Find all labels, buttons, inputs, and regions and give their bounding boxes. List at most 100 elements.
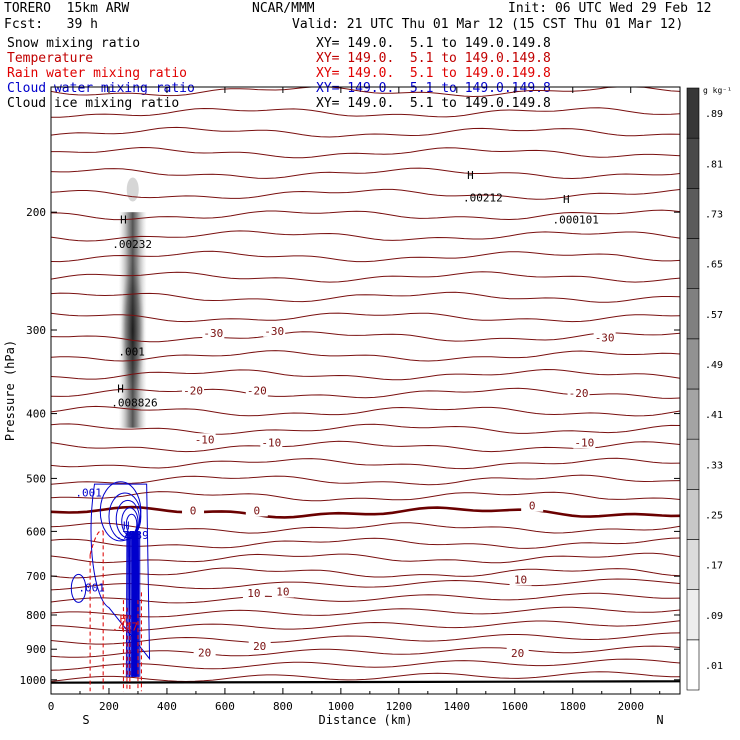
rain-contours	[89, 530, 142, 692]
extremum-label: H	[117, 383, 124, 396]
colorbar-segment	[686, 338, 700, 390]
label-backdrop	[506, 646, 529, 659]
y-tick-label: 400	[26, 408, 46, 421]
cloud-water-contour	[134, 531, 137, 677]
temperature-label: -30	[595, 332, 615, 345]
temperature-label: 10	[514, 574, 527, 587]
isotherm-contour	[50, 331, 681, 343]
isotherm-contour	[50, 188, 681, 200]
isotherm-contour	[50, 250, 681, 263]
label-backdrop	[593, 331, 616, 344]
label-backdrop	[193, 433, 216, 446]
legend-label: Cloud ice mixing ratio	[7, 96, 180, 111]
label-backdrop	[245, 504, 268, 517]
extremum-label: H	[467, 169, 474, 182]
colorbar-segment	[686, 539, 700, 590]
center-title: NCAR/MMM	[252, 1, 315, 16]
extremum-label: .001	[78, 582, 105, 595]
plot-axes: 0 200 400 600 800 1000 1200 1400 1600 1800 2000200…	[3, 86, 681, 727]
temperature-label: 20	[511, 647, 524, 660]
colorbar-tick-label: .81	[705, 159, 723, 170]
temperature-label: -30	[264, 325, 284, 338]
forecast-hour: Fcst: 39 h	[4, 17, 98, 32]
colorbar-segment	[686, 137, 700, 189]
x-tick-label: 600	[215, 700, 235, 713]
colorbar-segment	[686, 589, 700, 641]
extremum-label: .447	[112, 620, 139, 633]
colorbar-tick-label: .57	[705, 310, 723, 321]
label-backdrop	[260, 436, 283, 449]
label-backdrop	[242, 587, 265, 600]
extremum-label: .001	[75, 487, 102, 500]
ground-line	[50, 680, 681, 684]
y-tick-label: 900	[26, 643, 46, 656]
isotherm-contour	[50, 209, 681, 221]
temperature-label: -10	[574, 437, 594, 450]
isotherm-contour	[50, 126, 681, 138]
isotherm-contour	[50, 474, 681, 486]
extremum-label: H	[120, 213, 127, 226]
y-tick-label: 800	[26, 609, 46, 622]
isotherm-contour	[50, 457, 681, 470]
temperature-label: 20	[198, 647, 211, 660]
colorbar-segment	[686, 188, 700, 239]
south-label: S	[82, 713, 89, 727]
isotherm-contour	[50, 491, 681, 502]
x-tick-label: 1600	[502, 700, 529, 713]
isotherm-contour	[50, 230, 681, 242]
temperature-label: 20	[253, 640, 266, 653]
isotherm-contour	[50, 522, 681, 534]
isotherm-contour	[50, 86, 681, 98]
extremum-label: .000101	[552, 213, 598, 226]
temperature-label: -10	[261, 437, 281, 450]
label-backdrop	[248, 639, 271, 652]
rain-contour	[89, 530, 104, 555]
temperature-label: 0	[253, 504, 260, 517]
x-tick-label: 0	[48, 700, 55, 713]
x-tick-label: 800	[273, 700, 293, 713]
colorbar-tick-label: .01	[705, 661, 723, 672]
cloud-water-contour	[131, 531, 134, 677]
legend-xy: XY= 149.0. 5.1 to 149.0.149.8	[316, 36, 551, 51]
snow-column	[118, 212, 147, 428]
legend-label: Temperature	[7, 51, 94, 66]
label-backdrop	[193, 646, 216, 659]
extremum-label: .00212	[463, 191, 503, 204]
colorbar-tick-label: .33	[705, 460, 723, 471]
temperature-label: 0	[529, 500, 536, 513]
isotherm-contour	[50, 291, 681, 303]
isotherm-contour	[50, 271, 681, 283]
isotherm-contour	[50, 312, 681, 323]
contour-labels: -30 -30 -30 -20 -20 -20 -10 -10 -10 0 0 0 10 10 10 20 20…	[75, 169, 616, 660]
colorbar-segment	[686, 238, 700, 289]
cloud-water-contours	[70, 481, 151, 677]
label-backdrop	[271, 585, 294, 598]
cloud-water-contour	[70, 573, 87, 603]
y-axis-title: Pressure (hPa)	[3, 340, 17, 441]
label-backdrop	[567, 386, 590, 399]
extremum-label: .7539	[116, 529, 149, 542]
colorbar-tick-label: .25	[705, 510, 723, 521]
colorbar-segment	[686, 288, 700, 340]
x-tick-label: 2000	[617, 700, 644, 713]
north-label: N	[656, 713, 663, 727]
colorbar-tick-label: .65	[705, 260, 723, 271]
temperature-label: -20	[569, 387, 589, 400]
x-tick-label: 1000	[328, 700, 355, 713]
plot-frame	[50, 86, 681, 695]
temperature-label: 10	[276, 586, 289, 599]
cloud-water-contour	[90, 483, 151, 661]
y-tick-label: 700	[26, 570, 46, 583]
isotherm-contour	[50, 620, 681, 632]
x-tick-label: 1400	[444, 700, 471, 713]
colorbar-tick-label: .73	[705, 209, 723, 220]
init-time: Init: 06 UTC Wed 29 Feb 12	[508, 1, 712, 16]
temperature-label: -10	[195, 433, 215, 446]
legend-label: Cloud water mixing ratio	[7, 81, 195, 96]
freezing-level-contour	[50, 505, 681, 519]
colorbar: .01 .09 .17 .25 .33 .41 .49 .57 .65 .73 .81 .89 g kg…	[686, 86, 732, 691]
extremum-label: .00232	[112, 238, 152, 251]
extremum-label: H	[123, 520, 130, 533]
temperature-label: 10	[247, 587, 260, 600]
